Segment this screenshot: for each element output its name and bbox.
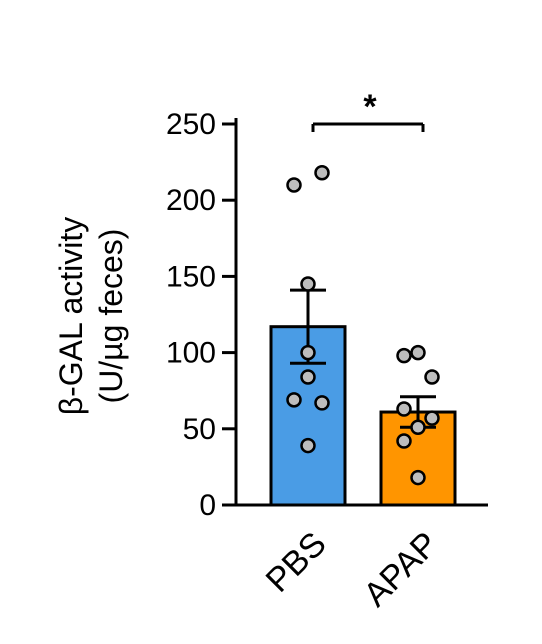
data-point [396,433,412,449]
y-tick-label: 200 [166,184,216,217]
data-point [424,410,440,426]
data-points [286,165,440,486]
data-point [410,469,426,486]
y-tick-label: 250 [166,108,216,141]
data-point [396,401,412,417]
data-point [286,177,302,193]
category-label-apap: APAP [356,525,445,614]
y-ticks: 0 50 100 150 200 250 [166,108,236,522]
data-point [396,347,412,364]
data-point [410,419,426,436]
data-point [314,165,330,181]
data-point [314,395,330,411]
y-tick-label: 0 [199,489,216,522]
y-axis-label: β-GAL activity [53,217,89,416]
significance-bracket [311,122,425,132]
significance-label: * [363,88,377,126]
data-point [410,344,426,361]
data-point [300,344,316,361]
data-point [300,437,316,454]
y-tick-label: 50 [183,413,216,446]
data-point [424,369,440,385]
category-label-pbs: PBS [259,525,334,600]
y-tick-label: 100 [166,337,216,370]
data-point [300,276,316,292]
data-point [286,392,302,408]
y-axis-unit-label: (U/µg feces) [93,229,129,404]
data-point [300,369,316,385]
y-tick-label: 150 [166,260,216,293]
